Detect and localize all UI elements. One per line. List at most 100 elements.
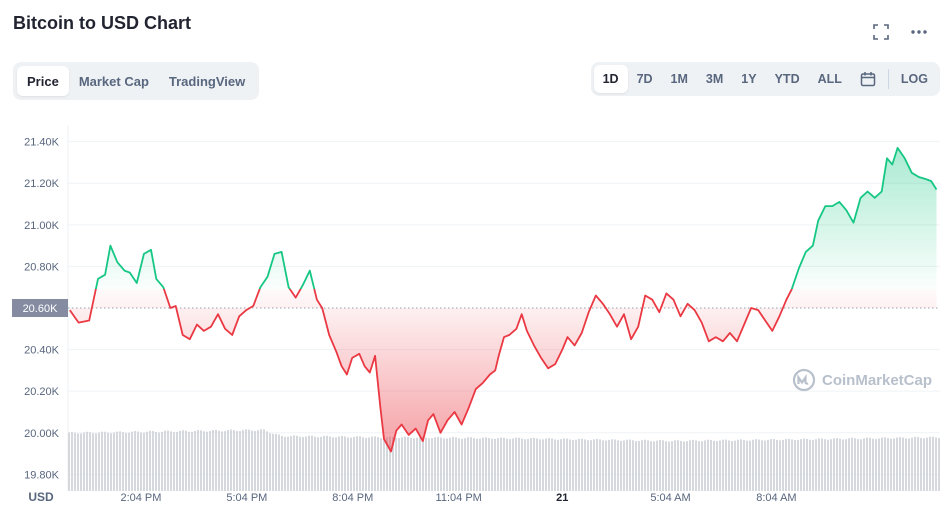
volume-bar — [635, 441, 637, 491]
baseline-label: 20.60K — [23, 303, 59, 315]
volume-bar — [209, 431, 211, 491]
volume-bar — [299, 436, 301, 491]
volume-bar — [200, 430, 202, 491]
range-1m-button[interactable]: 1M — [670, 72, 688, 86]
volume-bar — [923, 438, 925, 491]
tab-market-cap[interactable]: Market Cap — [78, 73, 149, 89]
volume-bar — [938, 438, 940, 491]
range-divider — [887, 69, 889, 89]
range-3m-button[interactable]: 3M — [705, 72, 724, 86]
volume-bar — [71, 432, 73, 491]
volume-bar — [566, 438, 568, 491]
volume-bar — [350, 437, 352, 491]
volume-bar — [611, 439, 613, 491]
volume-bar — [158, 432, 160, 491]
volume-bar — [326, 435, 328, 491]
volume-bar — [560, 439, 562, 491]
tab-price[interactable]: Price — [17, 66, 69, 96]
volume-bar — [929, 436, 931, 491]
watermark-text: CoinMarketCap — [822, 371, 933, 389]
tab-tradingview[interactable]: TradingView — [168, 73, 246, 89]
volume-bar — [77, 433, 79, 491]
volume-bar — [464, 438, 466, 491]
volume-bar — [641, 440, 643, 491]
volume-bar — [776, 439, 778, 491]
volume-bar — [467, 437, 469, 491]
volume-bar — [371, 436, 373, 491]
calendar-icon[interactable] — [851, 65, 885, 93]
volume-bar — [194, 430, 196, 491]
range-7d-button[interactable]: 7D — [636, 72, 653, 86]
volume-bar — [80, 433, 82, 491]
volume-bar — [500, 437, 502, 491]
volume-bar — [314, 436, 316, 491]
volume-bar — [599, 439, 601, 491]
volume-bar — [290, 435, 292, 491]
volume-bar — [356, 436, 358, 491]
volume-bar — [569, 439, 571, 491]
volume-bar — [875, 439, 877, 491]
volume-bar — [125, 432, 127, 491]
volume-bar — [257, 430, 259, 491]
y-unit-label: USD — [28, 490, 54, 504]
volume-bar — [818, 438, 820, 491]
range-ytd-button[interactable]: YTD — [774, 72, 800, 86]
volume-bar — [563, 438, 565, 491]
volume-bar — [293, 435, 295, 491]
y-tick-label: 21.40K — [24, 137, 60, 149]
volume-bar — [638, 440, 640, 491]
volume-bar — [593, 439, 595, 491]
volume-bar — [623, 440, 625, 491]
volume-bar — [359, 436, 361, 491]
volume-bar — [407, 436, 409, 491]
volume-bar — [461, 438, 463, 491]
volume-bar — [791, 439, 793, 491]
volume-bar — [725, 439, 727, 491]
range-all-button[interactable]: ALL — [817, 72, 842, 86]
volume-bar — [827, 439, 829, 491]
volume-bar — [272, 433, 274, 491]
volume-bar — [620, 440, 622, 491]
volume-bar — [410, 437, 412, 491]
volume-bar — [341, 435, 343, 491]
volume-bar — [881, 437, 883, 491]
volume-bar — [695, 440, 697, 491]
range-1d-button[interactable]: 1D — [593, 65, 628, 93]
more-icon[interactable] — [909, 22, 929, 42]
volume-bar — [755, 439, 757, 491]
volume-bar — [329, 436, 331, 491]
volume-bar — [323, 436, 325, 491]
volume-bar — [749, 440, 751, 491]
volume-bar — [419, 436, 421, 491]
volume-bar — [395, 437, 397, 491]
volume-bar — [722, 439, 724, 491]
volume-bar — [101, 431, 103, 491]
volume-bar — [452, 437, 454, 491]
volume-bar — [122, 432, 124, 491]
volume-bar — [896, 437, 898, 491]
volume-bar — [887, 438, 889, 491]
volume-bar — [668, 441, 670, 491]
x-tick-label: 5:04 AM — [650, 492, 690, 504]
volume-bar — [128, 432, 130, 491]
volume-bar — [713, 440, 715, 491]
volume-bar — [665, 441, 667, 491]
range-1y-button[interactable]: 1Y — [741, 72, 757, 86]
log-scale-toggle[interactable]: LOG — [900, 72, 928, 86]
x-tick-label: 21 — [556, 492, 568, 504]
header-actions — [871, 22, 929, 42]
volume-bar — [266, 431, 268, 491]
volume-bar — [362, 437, 364, 491]
fullscreen-icon[interactable] — [871, 22, 891, 42]
volume-bar — [224, 431, 226, 491]
volume-bar — [590, 440, 592, 491]
volume-bar — [935, 437, 937, 491]
volume-bar — [218, 430, 220, 491]
volume-bar — [914, 436, 916, 491]
volume-bar — [542, 439, 544, 491]
volume-bar — [443, 438, 445, 491]
volume-bar — [476, 438, 478, 491]
volume-bar — [545, 438, 547, 491]
volume-bar — [716, 441, 718, 491]
